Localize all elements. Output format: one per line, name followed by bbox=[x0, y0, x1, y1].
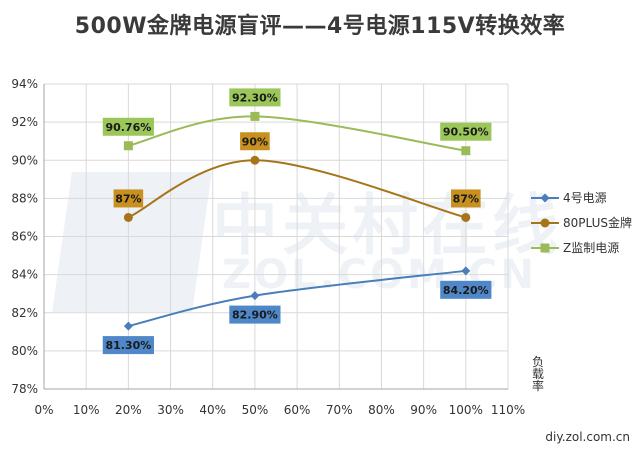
data-label-box bbox=[229, 305, 281, 324]
data-label: 90% bbox=[242, 135, 268, 148]
x-tick-label: 10% bbox=[73, 403, 100, 417]
data-point bbox=[461, 212, 471, 222]
legend-label: 4号电源 bbox=[563, 191, 607, 205]
data-label-box bbox=[102, 336, 154, 355]
y-tick-label: 88% bbox=[11, 191, 38, 205]
legend-label: Z监制电源 bbox=[563, 241, 619, 255]
y-tick-label: 92% bbox=[11, 115, 38, 129]
data-label-box bbox=[440, 122, 492, 141]
y-tick-label: 78% bbox=[11, 382, 38, 396]
data-point bbox=[461, 146, 471, 156]
x-tick-label: 100% bbox=[449, 403, 483, 417]
x-tick-label: 50% bbox=[242, 403, 269, 417]
x-tick-label: 70% bbox=[326, 403, 353, 417]
y-tick-label: 90% bbox=[11, 153, 38, 167]
x-axis-title: 负载率 bbox=[532, 355, 545, 393]
series-3: 90.76% 92.30% 90.50% bbox=[102, 88, 492, 156]
x-tick-label: 110% bbox=[491, 403, 525, 417]
data-label: 84.20% bbox=[443, 284, 489, 297]
x-tick-label: 60% bbox=[284, 403, 311, 417]
series-line bbox=[128, 115, 466, 152]
legend-label: 80PLUS金牌 bbox=[563, 215, 632, 230]
data-label: 92.30% bbox=[232, 91, 278, 104]
x-tick-label: 30% bbox=[157, 403, 184, 417]
y-tick-label: 80% bbox=[11, 344, 38, 358]
data-label-box bbox=[240, 132, 270, 151]
data-label-box bbox=[451, 189, 481, 208]
series-1: 81.30% 82.90% 84.20% bbox=[102, 266, 492, 355]
data-label-box bbox=[102, 117, 154, 136]
legend-item: 4号电源 bbox=[531, 191, 607, 205]
data-point bbox=[250, 155, 260, 165]
data-point bbox=[540, 243, 550, 253]
data-label-box bbox=[229, 88, 281, 107]
data-point bbox=[123, 212, 133, 222]
data-point bbox=[250, 291, 260, 301]
data-label: 81.30% bbox=[105, 339, 151, 352]
series-2: 87% 90% 87% bbox=[113, 132, 481, 222]
data-point bbox=[540, 218, 550, 228]
legend-item: Z监制电源 bbox=[531, 241, 619, 255]
data-label: 82.90% bbox=[232, 309, 278, 322]
x-tick-label: 40% bbox=[199, 403, 226, 417]
x-tick-label: 90% bbox=[410, 403, 437, 417]
data-point bbox=[123, 141, 133, 151]
data-point bbox=[461, 266, 471, 276]
data-point bbox=[540, 193, 550, 203]
x-tick-label: 80% bbox=[368, 403, 395, 417]
y-tick-label: 94% bbox=[11, 77, 38, 91]
site-url: diy.zol.com.cn bbox=[545, 430, 630, 444]
data-point bbox=[250, 111, 260, 121]
legend-item: 80PLUS金牌 bbox=[531, 215, 632, 230]
y-tick-label: 84% bbox=[11, 268, 38, 282]
data-label: 87% bbox=[115, 192, 141, 205]
data-point bbox=[123, 321, 133, 331]
x-tick-label: 20% bbox=[115, 403, 142, 417]
data-label: 90.76% bbox=[105, 121, 151, 134]
y-tick-label: 82% bbox=[11, 306, 38, 320]
chart-title: 500W金牌电源盲评——4号电源115V转换效率 bbox=[74, 14, 566, 39]
y-tick-label: 86% bbox=[11, 230, 38, 244]
data-label-box bbox=[440, 280, 492, 299]
data-label: 87% bbox=[453, 192, 479, 205]
series-line bbox=[128, 269, 466, 328]
x-tick-label: 0% bbox=[34, 403, 53, 417]
data-label: 90.50% bbox=[443, 126, 489, 139]
data-label-box bbox=[113, 189, 144, 208]
